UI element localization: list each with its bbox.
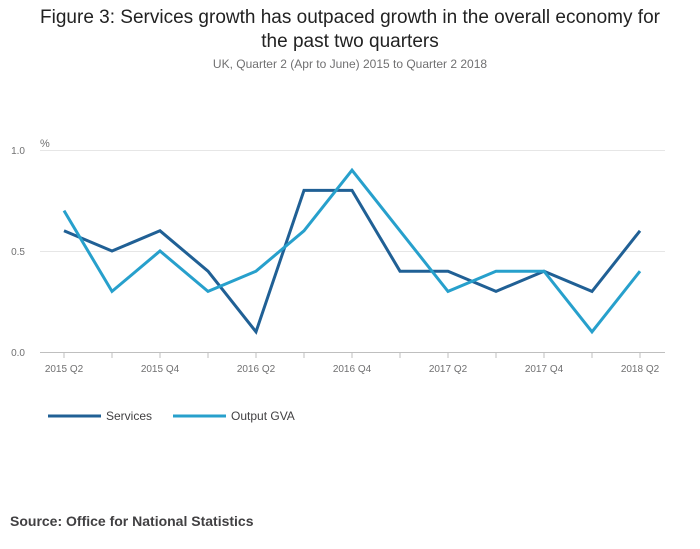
x-tick-label: 2015 Q2: [45, 364, 84, 375]
chart-subtitle: UK, Quarter 2 (Apr to June) 2015 to Quar…: [212, 57, 488, 71]
line-chart: 0.0 0.5 1.0% 2015 Q2 2015 Q4 2016 Q2 2016 Q4 20…: [11, 138, 665, 423]
x-tick-label: 2017 Q4: [525, 364, 564, 375]
series-line-services: [63, 188, 642, 335]
y-tick-label: 0.0: [11, 348, 25, 359]
y-axis-label: %: [40, 138, 50, 150]
x-tick-label: 2016 Q4: [333, 364, 372, 375]
chart-title-line-1: Figure 3: Services growth has outpaced g…: [40, 7, 660, 28]
x-tick-label: 2017 Q2: [429, 364, 468, 375]
chart-title: Figure 3: Services growth has outpaced g…: [0, 6, 700, 54]
legend-label: Output GVA: [231, 409, 295, 423]
y-tick-label: 1.0: [11, 146, 25, 157]
x-tick-label: 2018 Q2: [621, 364, 660, 375]
legend-label: Services: [106, 409, 152, 423]
source-note: Source: Office for National Statistics: [10, 513, 254, 529]
x-tick-label: 2015 Q4: [141, 364, 180, 375]
chart-title-line-2: the past two quarters: [261, 31, 439, 52]
series-line-output-gva: [62, 167, 642, 335]
y-tick-label: 0.5: [11, 247, 25, 258]
x-tick-label: 2016 Q2: [237, 364, 276, 375]
